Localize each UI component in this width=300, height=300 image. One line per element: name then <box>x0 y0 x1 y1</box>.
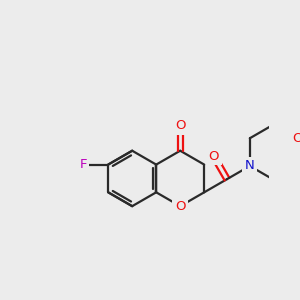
Text: O: O <box>175 119 185 132</box>
Text: F: F <box>80 158 87 171</box>
Text: O: O <box>208 150 219 163</box>
Text: O: O <box>292 132 300 145</box>
Text: O: O <box>175 200 185 213</box>
Text: N: N <box>245 160 255 172</box>
